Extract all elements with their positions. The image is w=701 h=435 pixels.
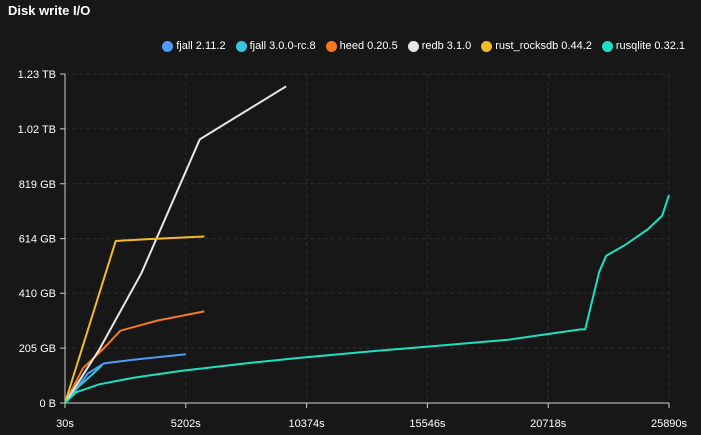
legend-label: rust_rocksdb 0.44.2 bbox=[495, 40, 592, 52]
legend-swatch bbox=[407, 40, 419, 52]
legend-label: heed 0.20.5 bbox=[339, 40, 398, 52]
x-tick-label: 5202s bbox=[171, 418, 201, 430]
y-tick-label: 0 B bbox=[39, 398, 56, 410]
y-tick-label: 205 GB bbox=[19, 343, 56, 355]
legend-item[interactable]: fjall 2.11.2 bbox=[162, 40, 226, 52]
y-tick-label: 410 GB bbox=[19, 288, 56, 300]
chart-title: Disk write I/O bbox=[8, 3, 91, 18]
legend-swatch bbox=[235, 40, 247, 52]
x-tick-label: 10374s bbox=[289, 418, 326, 430]
legend-label: fjall 3.0.0-rc.8 bbox=[249, 40, 316, 52]
series-line bbox=[64, 85, 287, 404]
series-line bbox=[64, 310, 205, 404]
x-tick-label: 30s bbox=[56, 418, 74, 430]
legend-swatch bbox=[162, 40, 174, 52]
x-tick-label: 25890s bbox=[651, 418, 688, 430]
chart-legend: fjall 2.11.2 fjall 3.0.0-rc.8 heed 0.20.5 r… bbox=[162, 40, 685, 52]
legend-label: fjall 2.11.2 bbox=[176, 40, 226, 52]
legend-item[interactable]: heed 0.20.5 bbox=[325, 40, 398, 52]
legend-label: redb 3.1.0 bbox=[421, 40, 472, 52]
y-tick-label: 819 GB bbox=[19, 179, 56, 191]
legend-item[interactable]: rusqlite 0.32.1 bbox=[601, 40, 685, 52]
legend-item[interactable]: fjall 3.0.0-rc.8 bbox=[235, 40, 316, 52]
y-tick-label: 1.02 TB bbox=[18, 124, 56, 136]
legend-item[interactable]: rust_rocksdb 0.44.2 bbox=[481, 40, 592, 52]
series-line bbox=[64, 364, 103, 404]
x-tick-label: 15546s bbox=[409, 418, 446, 430]
series-line bbox=[64, 353, 186, 404]
series-line bbox=[64, 235, 205, 404]
legend-swatch bbox=[601, 40, 613, 52]
legend-swatch bbox=[481, 40, 493, 52]
legend-item[interactable]: redb 3.1.0 bbox=[407, 40, 472, 52]
legend-swatch bbox=[325, 40, 337, 52]
y-tick-label: 1.23 TB bbox=[18, 69, 56, 81]
y-tick-label: 614 GB bbox=[19, 234, 56, 246]
x-tick-label: 20718s bbox=[530, 418, 567, 430]
legend-label: rusqlite 0.32.1 bbox=[615, 40, 685, 52]
series-line bbox=[64, 194, 670, 404]
